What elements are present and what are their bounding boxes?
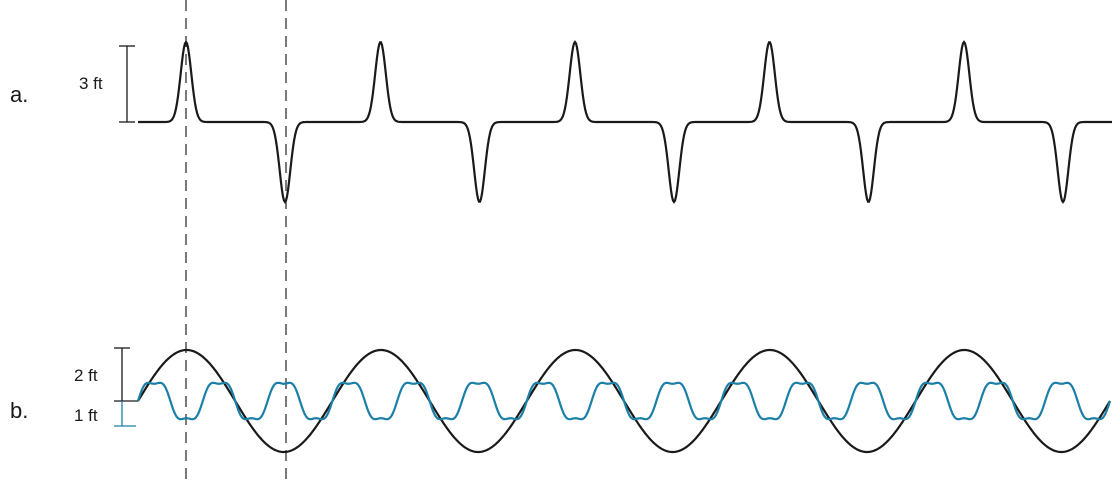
- part-b-1ft-bracket: [114, 401, 136, 427]
- part-b-small-sine-wave: [136, 381, 1112, 421]
- part-b-1ft-label: 1 ft: [74, 406, 98, 425]
- part-a-amplitude-label: 3 ft: [79, 74, 103, 93]
- part-a-pulse-wave: [138, 40, 1112, 204]
- part-a-amplitude-bracket: [119, 45, 135, 123]
- part-b-2ft-bracket: [114, 347, 138, 402]
- part-a: a. 3 ft: [10, 40, 1112, 204]
- part-b-2ft-label: 2 ft: [74, 366, 98, 385]
- part-a-label: a.: [10, 82, 28, 107]
- part-b: b. 2 ft 1 ft: [10, 347, 1112, 454]
- part-b-label: b.: [10, 398, 28, 423]
- dashed-guides: [185, 0, 287, 484]
